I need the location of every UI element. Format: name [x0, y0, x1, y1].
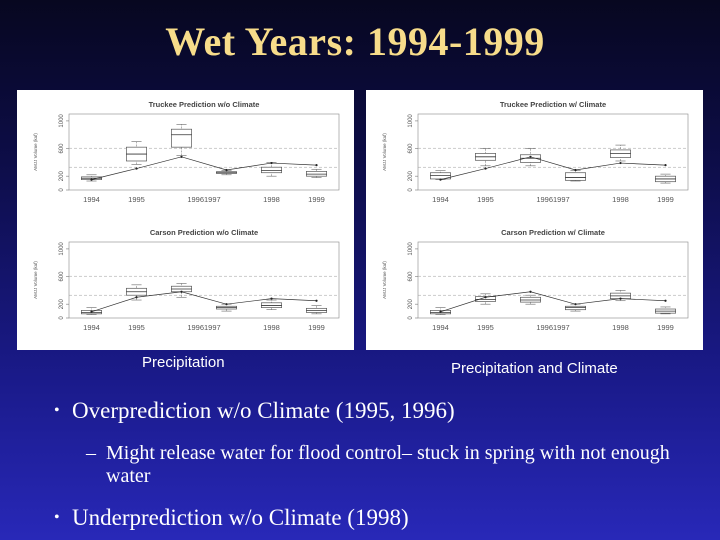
observed-point: [619, 297, 622, 300]
x-tick-label: 1995: [477, 323, 494, 332]
x-tick-label: 1994: [83, 323, 100, 332]
y-axis-label: AMJJ Volume (kaf): [382, 133, 387, 171]
y-tick-label: 200: [59, 299, 65, 310]
y-tick-label: 200: [59, 171, 65, 182]
observed-point: [225, 303, 228, 306]
observed-point: [439, 310, 442, 313]
plot-frame: [417, 241, 689, 319]
bullet-underprediction: • Underprediction w/o Climate (1998): [54, 505, 409, 531]
x-tick-label: 1995: [477, 195, 494, 204]
x-tick-label: 1995: [128, 323, 145, 332]
bullet-text: Overprediction w/o Climate (1995, 1996): [72, 398, 455, 423]
y-tick-label: 1000: [408, 242, 414, 256]
y-tick-label: 200: [408, 299, 414, 310]
observed-line: [440, 291, 666, 313]
box: [261, 166, 282, 174]
x-tick-label: 19961997: [536, 323, 569, 332]
x-tick-label: 1999: [308, 323, 325, 332]
caption-precipitation-climate: Precipitation and Climate: [451, 360, 618, 377]
carson-w-climate-chart: Carson Prediction w/ Climate 0 200 600 1000 A…: [382, 228, 689, 332]
observed-point: [225, 168, 228, 172]
y-tick-label: 0: [59, 316, 65, 320]
observed-point: [529, 290, 532, 293]
x-tick-label: 1998: [612, 195, 629, 204]
y-axis-label: AMJJ Volume (kaf): [33, 133, 38, 171]
observed-point: [529, 155, 532, 158]
x-tick-label: 19961997: [536, 195, 569, 204]
y-tick-label: 600: [408, 271, 414, 282]
box: [171, 128, 192, 148]
y-tick-label: 600: [59, 143, 65, 154]
plot-frame: [68, 113, 340, 191]
observed-point: [135, 296, 138, 299]
truckee-wo-climate-chart: Truckee Prediction w/o Climate 0 200 600 100…: [33, 100, 340, 204]
observed-point: [180, 290, 183, 293]
x-tick-label: 19961997: [187, 323, 220, 332]
chart-panel-with-climate: Truckee Prediction w/ Climate 0 200 600 1000…: [366, 90, 703, 350]
observed-point: [90, 178, 93, 181]
y-tick-label: 0: [59, 188, 65, 192]
x-tick-label: 1999: [308, 195, 325, 204]
x-tick-label: 1998: [263, 323, 280, 332]
y-axis-label: AMJJ Volume (kaf): [33, 261, 38, 299]
y-tick-label: 1000: [59, 242, 65, 256]
observed-point: [315, 299, 318, 302]
observed-point: [664, 164, 667, 167]
observed-point: [439, 178, 442, 181]
observed-point: [574, 303, 577, 306]
plot-frame: [68, 241, 340, 319]
y-tick-label: 600: [59, 271, 65, 282]
observed-point: [484, 167, 487, 170]
bullet-overprediction: • Overprediction w/o Climate (1995, 1996): [54, 398, 455, 424]
chart-title: Carson Prediction w/ Climate: [501, 228, 605, 237]
y-tick-label: 1000: [59, 114, 65, 128]
x-tick-label: 1994: [432, 195, 449, 204]
y-tick-label: 600: [408, 143, 414, 154]
chart-title: Truckee Prediction w/o Climate: [149, 100, 260, 109]
x-tick-label: 19961997: [187, 195, 220, 204]
observed-line: [91, 291, 317, 313]
observed-point: [574, 168, 577, 172]
truckee-w-climate-chart: Truckee Prediction w/ Climate 0 200 600 1000…: [382, 100, 689, 204]
caption-precipitation: Precipitation: [142, 354, 225, 371]
x-tick-label: 1998: [263, 195, 280, 204]
chart-title: Truckee Prediction w/ Climate: [500, 100, 606, 109]
observed-line: [91, 156, 317, 180]
observed-point: [664, 299, 667, 302]
x-tick-label: 1999: [657, 323, 674, 332]
bullet-text: Underprediction w/o Climate (1998): [72, 505, 409, 530]
right-chart-svg: Truckee Prediction w/ Climate 0 200 600 1000…: [382, 100, 689, 332]
observed-point: [270, 297, 273, 300]
plot-frame: [417, 113, 689, 191]
left-chart-svg: Truckee Prediction w/o Climate 0 200 600 100…: [33, 100, 340, 332]
chart-title: Carson Prediction w/o Climate: [150, 228, 258, 237]
observed-point: [484, 296, 487, 299]
observed-line: [440, 156, 666, 180]
x-tick-label: 1994: [432, 323, 449, 332]
x-tick-label: 1994: [83, 195, 100, 204]
observed-point: [619, 161, 622, 165]
sub-bullet-dash: –: [86, 442, 96, 464]
bullet-dot: •: [54, 509, 60, 526]
sub-bullet-flood-control: – Might release water for flood control–…: [86, 442, 686, 488]
y-tick-label: 1000: [408, 114, 414, 128]
box: [565, 172, 586, 181]
observed-point: [135, 167, 138, 170]
y-tick-label: 0: [408, 316, 414, 320]
x-tick-label: 1995: [128, 195, 145, 204]
observed-point: [180, 155, 183, 158]
x-tick-label: 1999: [657, 195, 674, 204]
x-tick-label: 1998: [612, 323, 629, 332]
sub-bullet-text: Might release water for flood control– s…: [106, 442, 670, 487]
bullet-dot: •: [54, 402, 60, 419]
y-tick-label: 200: [408, 171, 414, 182]
chart-panel-without-climate: Truckee Prediction w/o Climate 0 200 600 100…: [17, 90, 354, 350]
observed-point: [315, 164, 318, 167]
slide-title: Wet Years: 1994-1999: [165, 19, 545, 64]
y-tick-label: 0: [408, 188, 414, 192]
observed-point: [90, 310, 93, 313]
carson-wo-climate-chart: Carson Prediction w/o Climate 0 200 600 1000…: [33, 228, 340, 332]
observed-point: [270, 161, 273, 165]
y-axis-label: AMJJ Volume (kaf): [382, 261, 387, 299]
